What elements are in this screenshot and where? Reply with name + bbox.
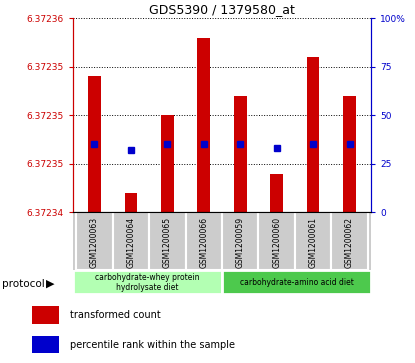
Bar bbox=[331, 212, 368, 270]
Text: ▶: ▶ bbox=[46, 279, 54, 289]
Bar bbox=[113, 212, 149, 270]
Bar bbox=[307, 57, 320, 212]
Bar bbox=[73, 270, 222, 294]
Bar bbox=[295, 212, 331, 270]
Bar bbox=[270, 174, 283, 212]
Text: carbohydrate-amino acid diet: carbohydrate-amino acid diet bbox=[240, 278, 354, 287]
Text: transformed count: transformed count bbox=[71, 310, 161, 320]
Text: GSM1200061: GSM1200061 bbox=[309, 217, 317, 268]
Text: GSM1200060: GSM1200060 bbox=[272, 217, 281, 268]
Bar bbox=[259, 212, 295, 270]
Text: GSM1200063: GSM1200063 bbox=[90, 217, 99, 268]
Text: GSM1200059: GSM1200059 bbox=[236, 217, 245, 268]
Bar bbox=[149, 212, 186, 270]
Title: GDS5390 / 1379580_at: GDS5390 / 1379580_at bbox=[149, 3, 295, 16]
Bar bbox=[76, 212, 113, 270]
Text: percentile rank within the sample: percentile rank within the sample bbox=[71, 339, 235, 350]
Bar bbox=[343, 96, 356, 212]
Bar bbox=[234, 96, 247, 212]
Bar bbox=[88, 77, 101, 212]
Bar bbox=[124, 193, 137, 212]
Bar bbox=[32, 306, 59, 324]
Bar bbox=[222, 270, 371, 294]
Bar bbox=[222, 212, 259, 270]
Text: protocol: protocol bbox=[2, 279, 45, 289]
Bar bbox=[186, 212, 222, 270]
Bar bbox=[198, 37, 210, 212]
Bar bbox=[32, 336, 59, 354]
Text: GSM1200062: GSM1200062 bbox=[345, 217, 354, 268]
Text: GSM1200064: GSM1200064 bbox=[127, 217, 135, 268]
Text: carbohydrate-whey protein
hydrolysate diet: carbohydrate-whey protein hydrolysate di… bbox=[95, 273, 200, 292]
Text: GSM1200065: GSM1200065 bbox=[163, 217, 172, 268]
Text: GSM1200066: GSM1200066 bbox=[199, 217, 208, 268]
Bar bbox=[161, 115, 174, 212]
